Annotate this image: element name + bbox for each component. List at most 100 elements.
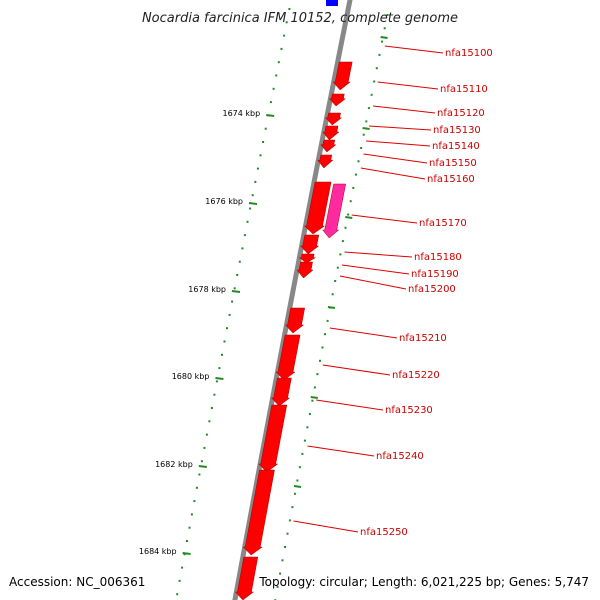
gene-arrow[interactable] bbox=[275, 334, 301, 381]
track-dot bbox=[208, 420, 211, 423]
label-leader-line bbox=[377, 81, 439, 90]
gene-arrow[interactable] bbox=[303, 181, 332, 235]
track-dot bbox=[195, 486, 198, 489]
track-dot bbox=[326, 319, 329, 322]
track-dot bbox=[243, 234, 246, 237]
track-dot bbox=[277, 61, 280, 64]
track-dot bbox=[279, 572, 282, 575]
gene-label[interactable]: nfa15130 bbox=[433, 125, 481, 136]
track-dot bbox=[213, 393, 216, 396]
track-dot bbox=[381, 40, 384, 43]
track-dot bbox=[341, 240, 344, 243]
gene-label[interactable]: nfa15190 bbox=[411, 269, 459, 280]
track-dot bbox=[233, 287, 236, 290]
track-dot bbox=[334, 280, 337, 282]
ruler-tick bbox=[231, 290, 241, 293]
ruler-tick bbox=[248, 202, 258, 205]
track-dot bbox=[308, 413, 311, 415]
ruler-tick bbox=[310, 396, 318, 399]
label-leader-line bbox=[307, 445, 375, 457]
track-dot bbox=[280, 47, 283, 50]
track-dot bbox=[183, 553, 186, 556]
track-dot bbox=[319, 359, 321, 362]
track-dot bbox=[281, 559, 284, 562]
track-dot bbox=[383, 27, 386, 30]
gene-arrow[interactable] bbox=[322, 125, 340, 141]
track-dot bbox=[228, 313, 231, 316]
gene-label[interactable]: nfa15170 bbox=[419, 218, 467, 229]
gene-arrow[interactable] bbox=[332, 61, 353, 91]
gene-arrow[interactable] bbox=[258, 404, 288, 473]
track-dot bbox=[218, 367, 221, 370]
track-dot bbox=[296, 479, 299, 482]
label-leader-line bbox=[363, 153, 428, 164]
ruler-tick bbox=[345, 216, 353, 219]
label-leader-line bbox=[339, 275, 407, 290]
track-dot bbox=[205, 433, 208, 436]
track-dot bbox=[347, 213, 350, 216]
gene-label[interactable]: nfa15120 bbox=[437, 108, 485, 119]
track-dot bbox=[303, 439, 306, 442]
gene-label[interactable]: nfa15100 bbox=[445, 48, 493, 59]
origin-marker bbox=[326, 0, 338, 6]
track-dot bbox=[352, 186, 355, 189]
track-dot bbox=[362, 133, 365, 136]
track-dot bbox=[176, 593, 179, 596]
track-dot bbox=[198, 473, 201, 476]
gene-label[interactable]: nfa15250 bbox=[360, 527, 408, 538]
gene-arrow[interactable] bbox=[234, 556, 259, 600]
ruler-tick bbox=[380, 36, 388, 39]
gene-label[interactable]: nfa15110 bbox=[440, 84, 488, 95]
gene-arrow[interactable] bbox=[320, 139, 337, 153]
gene-label[interactable]: nfa15240 bbox=[376, 451, 424, 462]
track-dot bbox=[286, 532, 289, 535]
inner-dot-track bbox=[176, 8, 291, 596]
gene-arrow[interactable] bbox=[300, 234, 320, 255]
gene-arrow[interactable] bbox=[298, 253, 317, 264]
gene-arrow-highlight[interactable] bbox=[322, 183, 347, 239]
outer-dot-track bbox=[274, 14, 389, 600]
track-dot bbox=[321, 346, 324, 349]
label-leader-line bbox=[341, 264, 410, 275]
label-leader-line bbox=[368, 125, 432, 131]
track-dot bbox=[190, 513, 193, 516]
track-dot bbox=[188, 526, 191, 529]
label-leader-line bbox=[360, 167, 426, 180]
track-dot bbox=[360, 147, 363, 149]
gene-label[interactable]: nfa15220 bbox=[392, 370, 440, 381]
track-dot bbox=[254, 180, 257, 183]
track-dot bbox=[339, 253, 342, 256]
track-dot bbox=[236, 274, 239, 276]
track-dot bbox=[284, 546, 286, 548]
gene-label[interactable]: nfa15150 bbox=[429, 158, 477, 169]
track-dot bbox=[367, 107, 370, 110]
gene-arrow[interactable] bbox=[328, 93, 347, 107]
gene-label[interactable]: nfa15230 bbox=[385, 405, 433, 416]
track-dot bbox=[186, 540, 188, 542]
track-dot bbox=[378, 53, 381, 56]
track-dot bbox=[231, 300, 234, 303]
ruler-tick bbox=[215, 377, 224, 380]
track-dot bbox=[276, 585, 279, 588]
gene-arrow[interactable] bbox=[317, 154, 334, 169]
gene-arrow[interactable] bbox=[284, 307, 306, 334]
track-dot bbox=[370, 93, 373, 96]
track-dot bbox=[259, 154, 262, 157]
gene-arrow[interactable] bbox=[296, 261, 314, 279]
gene-features bbox=[234, 0, 353, 600]
gene-arrow[interactable] bbox=[325, 112, 343, 126]
gene-arrow[interactable] bbox=[242, 469, 275, 556]
track-dot bbox=[264, 127, 267, 130]
ruler-label: 1678 kbp bbox=[188, 285, 226, 294]
track-dot bbox=[365, 120, 368, 123]
gene-label[interactable]: nfa15160 bbox=[427, 174, 475, 185]
label-leader-line bbox=[384, 45, 444, 54]
gene-label[interactable]: nfa15200 bbox=[408, 284, 456, 295]
track-dot bbox=[344, 226, 347, 229]
gene-label[interactable]: nfa15210 bbox=[399, 333, 447, 344]
gene-label[interactable]: nfa15180 bbox=[414, 252, 462, 263]
gene-label[interactable]: nfa15140 bbox=[432, 141, 480, 152]
gene-arrow[interactable] bbox=[271, 377, 292, 407]
ruler-tick bbox=[362, 127, 370, 130]
